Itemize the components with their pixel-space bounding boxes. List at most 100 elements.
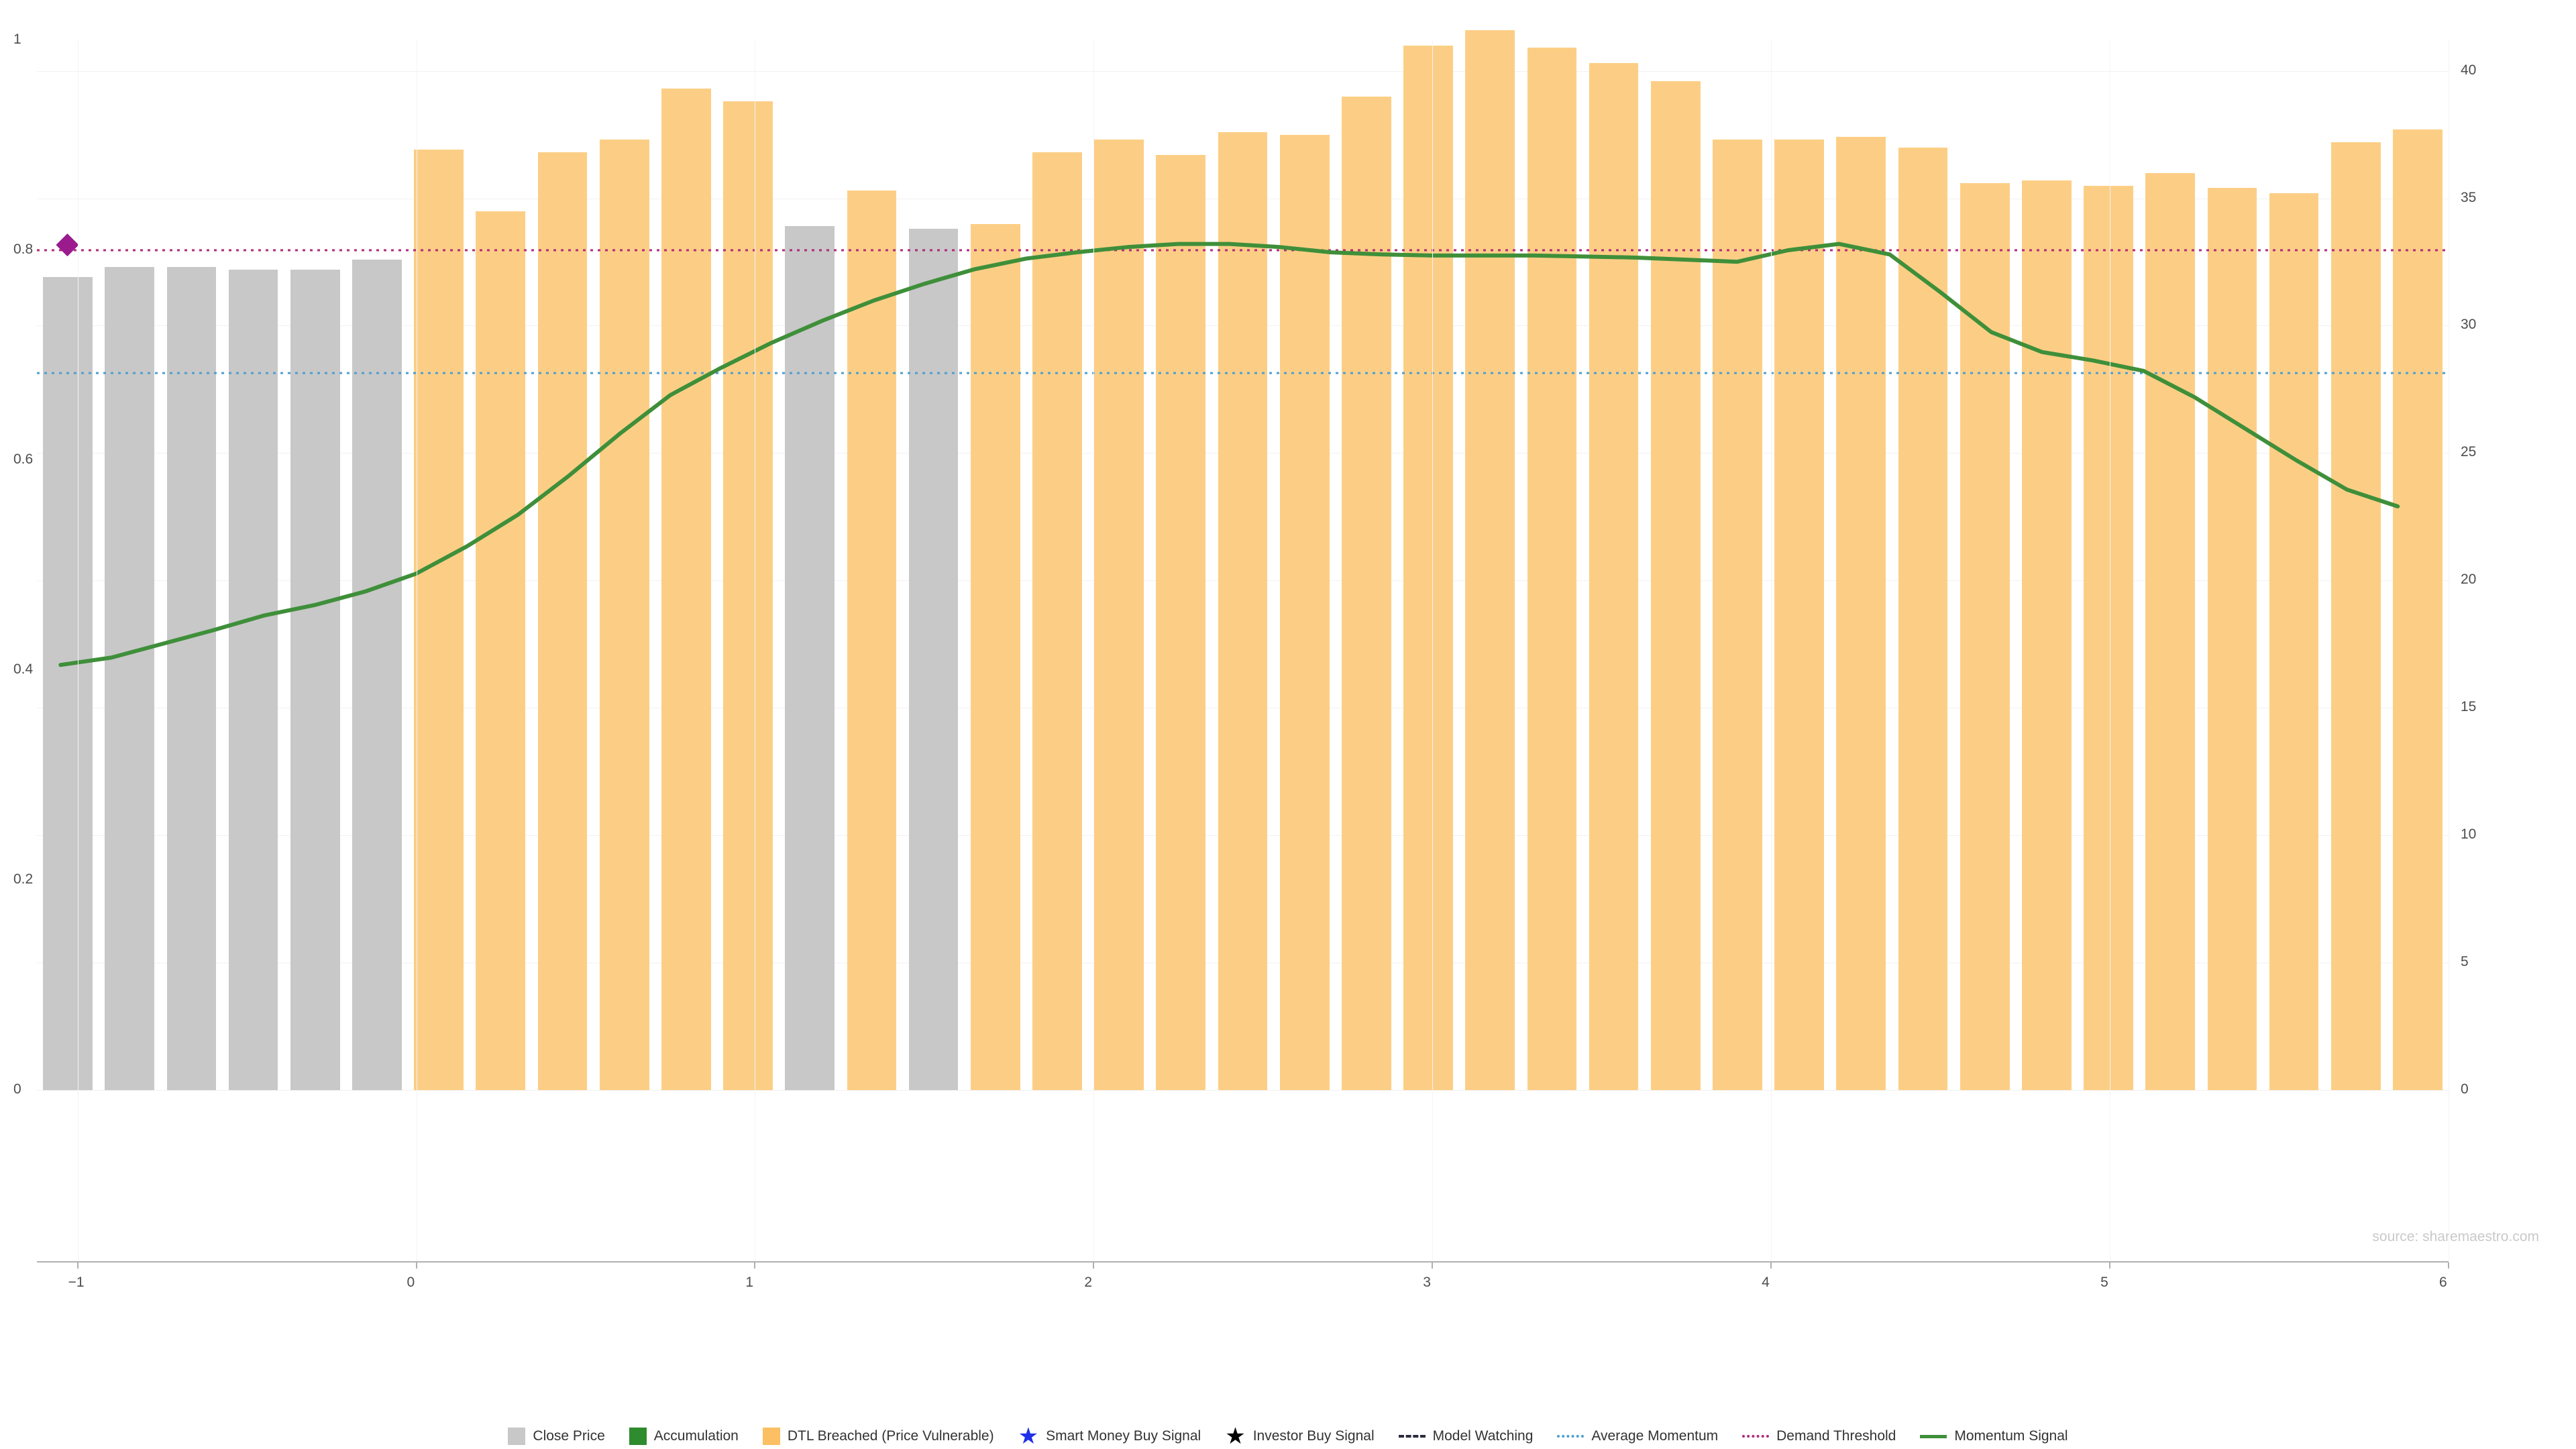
bar-breached	[1650, 80, 1701, 1090]
bar-neutral	[290, 269, 340, 1090]
legend-label: Demand Threshold	[1776, 1428, 1896, 1444]
bar-breached	[2269, 193, 2319, 1090]
x-axis-label: 6	[2439, 1275, 2447, 1290]
y-axis-left-label: 0	[13, 1081, 21, 1097]
legend-item[interactable]: Model Watching	[1398, 1428, 1534, 1444]
legend-star-icon: ★	[1225, 1424, 1246, 1449]
y-axis-right-label: 40	[2461, 62, 2477, 78]
legend-dotted-line-icon	[1742, 1435, 1770, 1438]
y-axis-right-label: 5	[2461, 954, 2469, 970]
gridline-horizontal	[37, 70, 2449, 72]
bar-breached	[970, 223, 1020, 1090]
plot-area	[37, 30, 2449, 1091]
x-axis-label: 5	[2100, 1275, 2108, 1290]
x-axis-tick	[2448, 1263, 2449, 1269]
bar-breached	[414, 150, 464, 1090]
legend-label: DTL Breached (Price Vulnerable)	[787, 1428, 994, 1444]
bar-neutral	[43, 277, 93, 1090]
legend-label: Close Price	[533, 1428, 605, 1444]
bar-breached	[1279, 134, 1330, 1090]
legend-item[interactable]: Demand Threshold	[1742, 1428, 1896, 1444]
bar-breached	[1836, 137, 1886, 1090]
x-axis-tick	[2109, 1263, 2111, 1269]
bar-breached	[1465, 30, 1515, 1090]
y-axis-left-label: 0.6	[13, 451, 34, 467]
bar-breached	[847, 191, 897, 1090]
x-axis-label: 2	[1084, 1275, 1093, 1290]
legend-square-icon	[762, 1428, 780, 1445]
bar-breached	[2145, 172, 2196, 1090]
bar-neutral	[228, 269, 278, 1090]
bar-breached	[1898, 147, 1948, 1090]
x-axis-tick	[754, 1263, 756, 1269]
legend-label: Average Momentum	[1591, 1428, 1719, 1444]
bar-breached	[1094, 140, 1144, 1090]
gridline-vertical	[1771, 40, 1772, 1261]
legend-item[interactable]: Average Momentum	[1557, 1428, 1718, 1444]
bar-breached	[2393, 129, 2443, 1090]
bar-breached	[661, 89, 711, 1090]
y-axis-right-label: 20	[2461, 572, 2477, 588]
x-axis-line	[37, 1261, 2449, 1263]
legend-star-icon: ★	[1018, 1424, 1039, 1449]
legend-item[interactable]: ★ Smart Money Buy Signal	[1018, 1424, 1201, 1449]
x-axis-tick	[1432, 1263, 1434, 1269]
bar-neutral	[785, 226, 835, 1090]
y-axis-right-label: 15	[2461, 699, 2477, 715]
y-axis-right-label: 35	[2461, 189, 2477, 205]
legend-square-icon	[508, 1428, 526, 1445]
y-axis-right-label: 10	[2461, 826, 2477, 843]
x-axis-label: −1	[68, 1275, 85, 1290]
bar-breached	[2330, 142, 2381, 1090]
bar-breached	[2207, 188, 2257, 1090]
y-axis-right-label: 30	[2461, 317, 2477, 333]
source-note: source: sharemaestro.com	[2372, 1229, 2539, 1244]
legend-item[interactable]: Close Price	[508, 1428, 605, 1445]
x-axis-label: 3	[1423, 1275, 1431, 1290]
legend-label: Smart Money Buy Signal	[1046, 1428, 1201, 1444]
bar-breached	[1156, 154, 1206, 1090]
bar-breached	[1032, 152, 1082, 1090]
x-axis-tick	[76, 1263, 78, 1269]
bar-breached	[1589, 63, 1639, 1090]
x-axis-label: 0	[407, 1275, 415, 1290]
bar-breached	[537, 152, 588, 1090]
legend-dashed-line-icon	[1398, 1435, 1426, 1438]
bar-breached	[2021, 180, 2072, 1090]
bar-breached	[1713, 140, 1762, 1090]
bar-breached	[599, 140, 649, 1090]
legend-dotted-line-icon	[1557, 1435, 1585, 1438]
bar-breached	[1527, 48, 1577, 1090]
legend-label: Investor Buy Signal	[1252, 1428, 1375, 1444]
y-axis-left-label: 0.2	[13, 871, 34, 887]
bar-breached	[1341, 96, 1391, 1090]
bar-neutral	[352, 259, 402, 1090]
legend-label: Accumulation	[653, 1428, 739, 1444]
bar-neutral	[166, 267, 217, 1090]
bar-breached	[476, 211, 526, 1090]
legend-label: Model Watching	[1432, 1428, 1534, 1444]
gridline-horizontal	[37, 1090, 2449, 1091]
bar-breached	[1218, 131, 1268, 1090]
x-axis-label: 4	[1762, 1275, 1770, 1290]
y-axis-right-label: 0	[2461, 1081, 2469, 1097]
legend-item[interactable]: ★ Investor Buy Signal	[1225, 1424, 1375, 1449]
y-axis-left-label: 0.4	[13, 661, 34, 677]
bar-breached	[1774, 140, 1824, 1090]
legend-item[interactable]: DTL Breached (Price Vulnerable)	[762, 1428, 994, 1445]
bar-breached	[1403, 45, 1453, 1090]
y-axis-right-label: 25	[2461, 444, 2477, 460]
gridline-vertical	[1432, 40, 1434, 1261]
x-axis-tick	[1770, 1263, 1772, 1269]
legend-solid-line-icon	[1920, 1434, 1947, 1438]
gridline-vertical	[1093, 40, 1095, 1261]
bar-neutral	[908, 229, 959, 1090]
bar-neutral	[105, 267, 155, 1090]
x-axis-tick	[1093, 1263, 1095, 1269]
legend-item[interactable]: Momentum Signal	[1920, 1428, 2068, 1444]
legend-item[interactable]: Accumulation	[629, 1428, 739, 1445]
chart-legend: Close Price Accumulation DTL Breached (Pri…	[0, 1424, 2576, 1449]
x-axis-label: 1	[745, 1275, 754, 1290]
legend-label: Momentum Signal	[1954, 1428, 2068, 1444]
